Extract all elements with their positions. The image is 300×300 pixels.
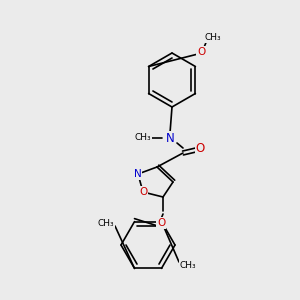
Text: N: N — [134, 169, 142, 179]
Text: O: O — [157, 218, 165, 228]
Text: CH₃: CH₃ — [180, 260, 196, 269]
Text: O: O — [197, 47, 205, 57]
Text: CH₃: CH₃ — [135, 134, 151, 142]
Text: CH₃: CH₃ — [205, 34, 221, 43]
Text: O: O — [195, 142, 205, 155]
Text: O: O — [139, 187, 147, 197]
Text: N: N — [166, 131, 174, 145]
Text: CH₃: CH₃ — [98, 218, 114, 227]
